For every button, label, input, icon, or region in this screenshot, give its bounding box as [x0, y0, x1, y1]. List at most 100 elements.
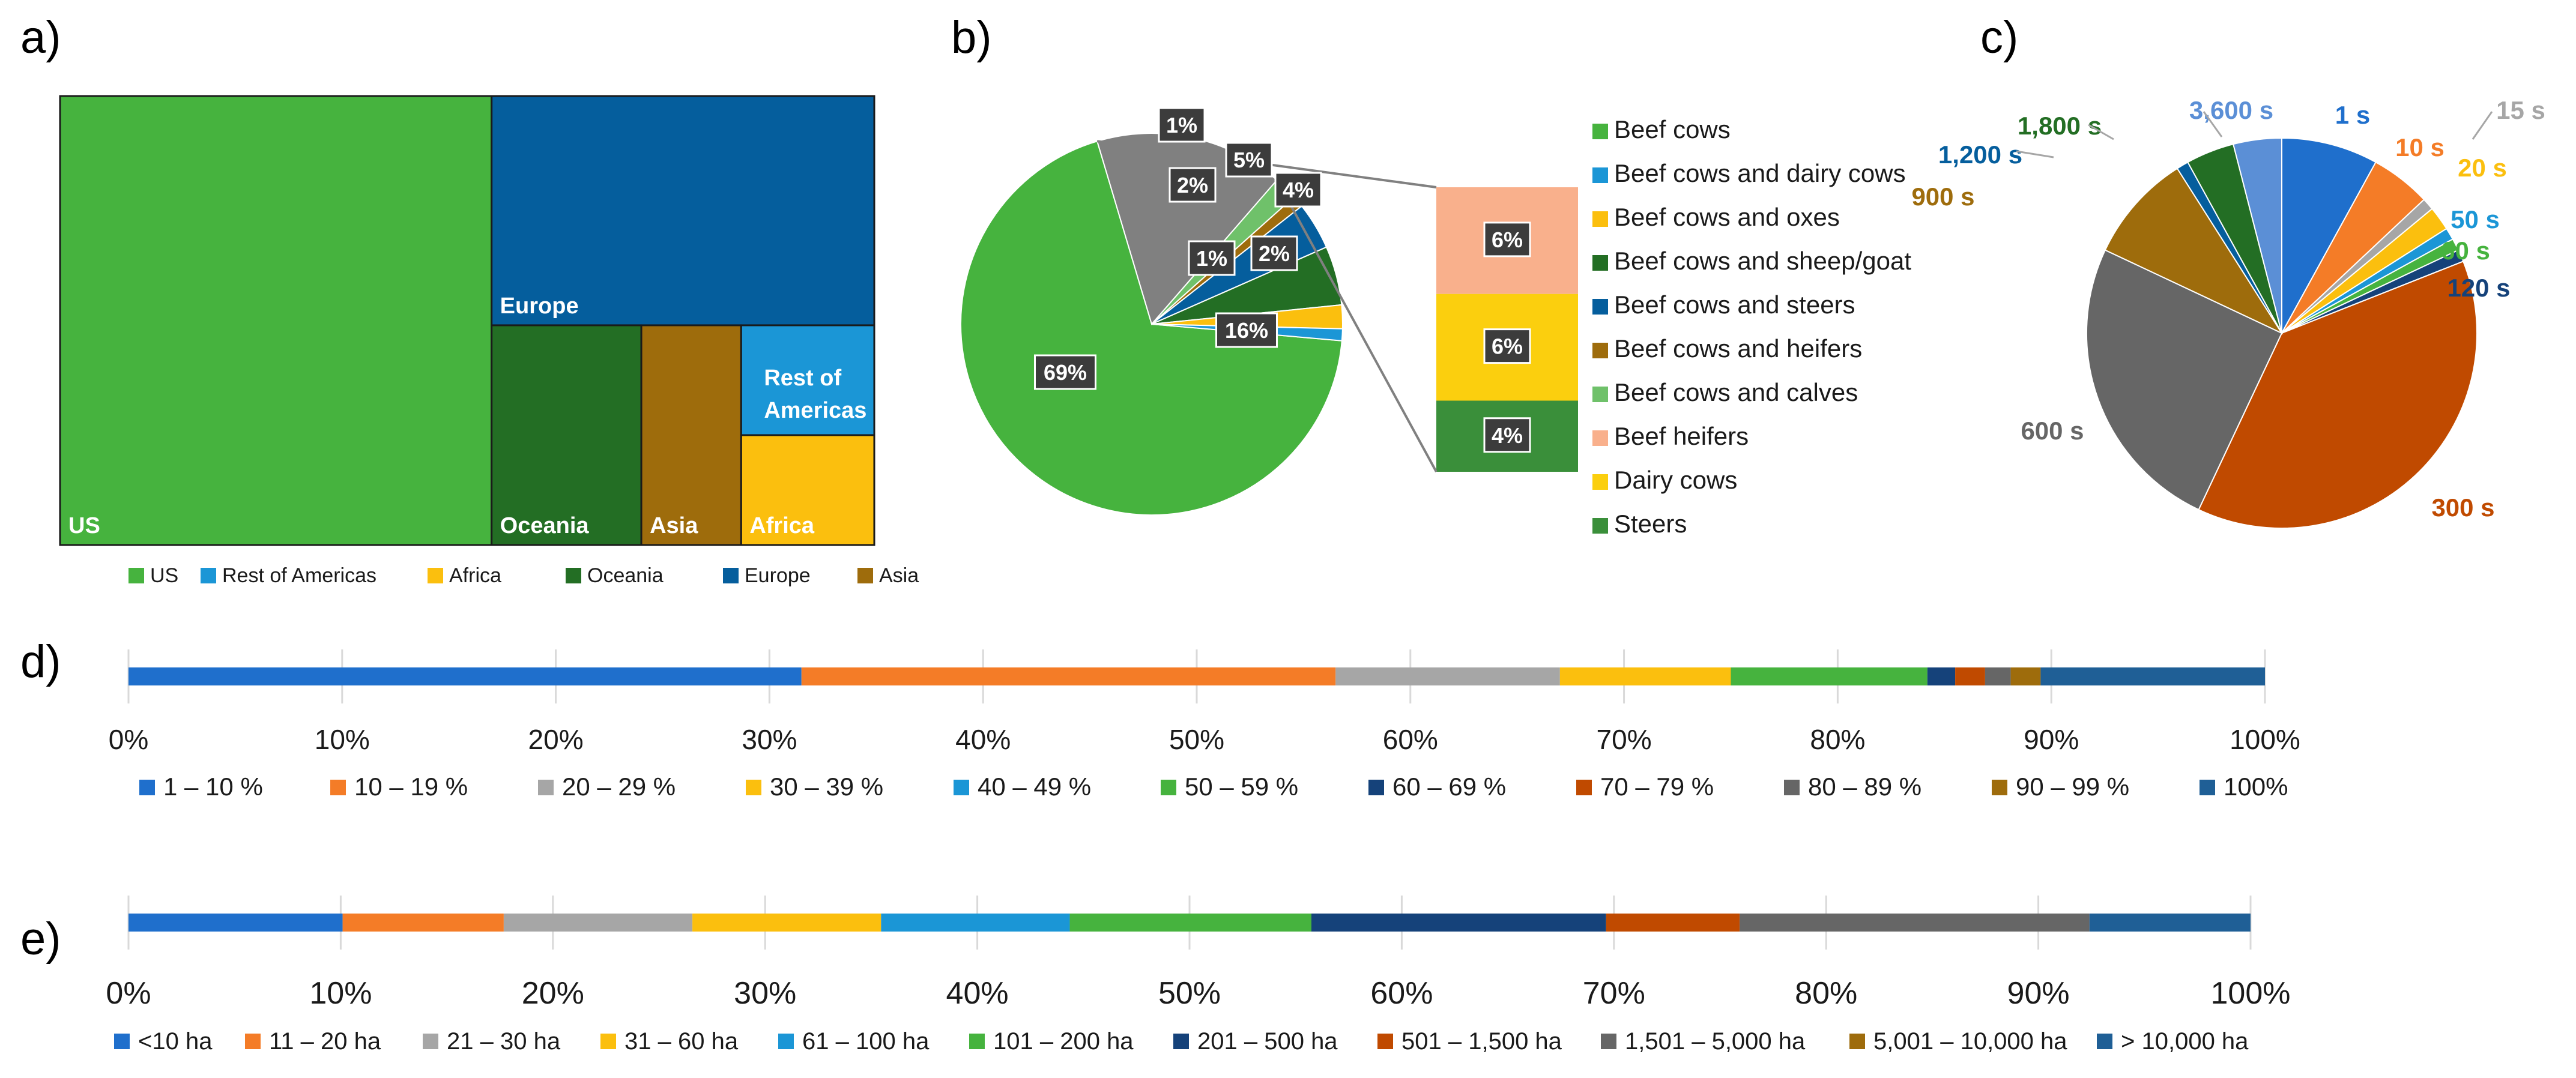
- tick-label-e-8: 80%: [1795, 976, 1857, 1011]
- pie-c-slice-900-s: [2104, 167, 2284, 335]
- pie-c-label-20-s: 20 s: [2458, 154, 2507, 182]
- panel-label-e: e): [20, 914, 61, 965]
- pie-panel-c: 1 s 10 s 15 s 20 s 50 s 60 s 120 s 300 s 600 s 90…: [1911, 96, 2545, 529]
- bar-d-segment-50-59: [1731, 667, 1927, 685]
- tick-label-d-6: 60%: [1383, 724, 1438, 755]
- legend-label-a-asia: Asia: [879, 564, 919, 587]
- legend-swatch-e-21-30-ha: [423, 1034, 438, 1049]
- legend-swatch-d-90-99: [1992, 780, 2007, 795]
- treemap-label-asia: Asia: [650, 513, 698, 538]
- legend-swatch-b-beef-cows-and-calves: [1592, 387, 1608, 402]
- pie-b-label-beef-cows-and-heifers: 1%: [1196, 246, 1227, 271]
- tick-label-d-10: 100%: [2230, 724, 2300, 755]
- pie-c-slice-300-s: [2198, 260, 2478, 529]
- legend-label-e-31-60-ha: 31 – 60 ha: [624, 1028, 739, 1055]
- legend-label-e-101-200-ha: 101 – 200 ha: [993, 1028, 1134, 1055]
- legend-label-e-61-100-ha: 61 – 100 ha: [802, 1028, 930, 1055]
- pie-b-label-beef-cows-and-sheep-goat-box: [1225, 142, 1273, 178]
- legend-label-b-beef-cows-and-dairy-cows: Beef cows and dairy cows: [1614, 159, 1906, 187]
- legend-label-b-dairy-cows: Dairy cows: [1614, 466, 1737, 494]
- legend-label-a-rest-of-americas: Rest of Americas: [222, 564, 376, 587]
- legend-label-d-10-19: 10 – 19 %: [354, 772, 468, 801]
- pie-b-label-beef-cows-and-sheep-goat: 5%: [1233, 148, 1265, 172]
- pie-c-label-10-s: 10 s: [2395, 133, 2444, 161]
- pie-b-label-other-breakdown-box: [1215, 312, 1278, 348]
- tick-label-e-0: 0%: [106, 976, 151, 1011]
- bar-panel-e: 0% 10% 20% 30% 40% 50% 60% 70% 80% 90% 100% <10 ha 1…: [106, 896, 2291, 1055]
- pie-b-label-beef-cows-and-oxes-box: [1169, 167, 1217, 203]
- legend-label-d-40-49: 40 – 49 %: [978, 772, 1091, 801]
- legend-label-d-60-69: 60 – 69 %: [1392, 772, 1506, 801]
- legend-swatch-b-beef-cows: [1592, 124, 1608, 139]
- legend-label-d-1-10: 1 – 10 %: [163, 772, 263, 801]
- pie-c-label-3-600-s: 3,600 s: [2189, 96, 2273, 124]
- legend-swatch-b-beef-heifers: [1592, 430, 1608, 446]
- legend-label-e-5-001-10-000-ha: 5,001 – 10,000 ha: [1873, 1028, 2067, 1055]
- bar-e-segment-21-30-ha: [503, 914, 693, 932]
- legend-label-a-oceania: Oceania: [587, 564, 664, 587]
- panel-label-a: a): [20, 12, 61, 63]
- pie-panel-b: 6% 6% 4% 69% 16% 2% 1% 4% 5% 2% 1% Beef cows Beef co…: [960, 107, 1911, 538]
- legend-label-b-steers: Steers: [1614, 510, 1687, 538]
- legend-swatch-b-beef-cows-and-steers: [1592, 299, 1608, 315]
- legend-swatch-e-10-000-ha: [2097, 1034, 2112, 1049]
- tick-label-e-2: 20%: [522, 976, 584, 1011]
- legend-label-a-europe: Europe: [745, 564, 811, 587]
- pie-b-label-beef-cows-and-calves-box: [1250, 235, 1298, 271]
- legend-label-b-beef-cows-and-calves: Beef cows and calves: [1614, 378, 1858, 406]
- legend-label-d-70-79: 70 – 79 %: [1600, 772, 1714, 801]
- treemap-cell-africa: [740, 434, 875, 546]
- legend-swatch-b-beef-cows-and-heifers: [1592, 343, 1608, 358]
- pie-b-label-other-breakdown: 16%: [1225, 318, 1268, 343]
- pie-c-label-300-s: 300 s: [2431, 493, 2494, 522]
- pie-b-slice-beef-cows: [960, 140, 1343, 516]
- bar-e-segment-1-501-5-000-ha: [1740, 914, 2090, 932]
- tick-label-e-3: 30%: [734, 976, 796, 1011]
- legend-swatch-e-11-20-ha: [245, 1034, 261, 1049]
- pie-c-label-60-s: 60 s: [2441, 236, 2490, 265]
- bar-d-segment-100: [2040, 667, 2265, 685]
- legend-swatch-e-101-200-ha: [969, 1034, 985, 1049]
- legend-swatch-a-oceania: [566, 568, 581, 583]
- pie-b-label-beef-cows-and-heifers-box: [1188, 240, 1236, 276]
- pie-b-connector-bottom: [1275, 179, 1438, 472]
- pie-b-label-beef-cows-and-dairy-cows: 1%: [1166, 113, 1197, 137]
- pie-c-label-1-s: 1 s: [2335, 101, 2370, 129]
- legend-label-e-1-501-5-000-ha: 1,501 – 5,000 ha: [1625, 1028, 1806, 1055]
- tick-label-d-8: 80%: [1810, 724, 1865, 755]
- legend-swatch-e-201-500-ha: [1173, 1034, 1189, 1049]
- legend-swatch-d-20-29: [538, 780, 554, 795]
- legend-label-a-africa: Africa: [449, 564, 501, 587]
- legend-swatch-a-africa: [428, 568, 443, 583]
- legend-swatch-e-10-ha: [114, 1034, 130, 1049]
- treemap-cell-europe: [491, 95, 875, 327]
- pie-b-label-beef-cows-and-calves: 2%: [1259, 241, 1290, 266]
- pie-c-label-1-800-s: 1,800 s: [2018, 112, 2102, 140]
- tick-label-d-0: 0%: [109, 724, 148, 755]
- treemap-panel-a: US Europe Oceania Asia Rest of Americas Africa…: [59, 95, 919, 587]
- legend-swatch-d-100: [2200, 780, 2215, 795]
- tick-label-d-5: 50%: [1169, 724, 1224, 755]
- tick-label-d-9: 90%: [2024, 724, 2079, 755]
- pie-c-slice-600-s: [2086, 249, 2283, 511]
- panel-label-b: b): [951, 12, 992, 63]
- legend-swatch-b-beef-cows-and-dairy-cows: [1592, 167, 1608, 183]
- legend-label-d-80-89: 80 – 89 %: [1808, 772, 1921, 801]
- legend-label-d-20-29: 20 – 29 %: [562, 772, 676, 801]
- pie-c-label-600-s: 600 s: [2021, 417, 2084, 445]
- pie-c-label-1-200-s: 1,200 s: [1938, 140, 2022, 169]
- panel-label-c: c): [1980, 12, 2018, 63]
- treemap-label-europe: Europe: [500, 294, 579, 319]
- treemap-cell-asia: [640, 324, 742, 546]
- bar-d-segment-30-39: [1559, 667, 1731, 685]
- legend-swatch-d-50-59: [1161, 780, 1176, 795]
- tick-label-e-5: 50%: [1158, 976, 1221, 1011]
- pie-c-slice-3-600-s: [2232, 137, 2282, 334]
- tick-label-d-1: 10%: [315, 724, 370, 755]
- pie-c-label-120-s: 120 s: [2447, 274, 2510, 302]
- legend-swatch-d-60-69: [1368, 780, 1384, 795]
- bar-d-segment-10-19: [801, 667, 1336, 685]
- treemap-cell-oceania: [491, 324, 642, 546]
- legend-swatch-a-rest-of-americas: [201, 568, 216, 583]
- legend-swatch-b-steers: [1592, 518, 1608, 534]
